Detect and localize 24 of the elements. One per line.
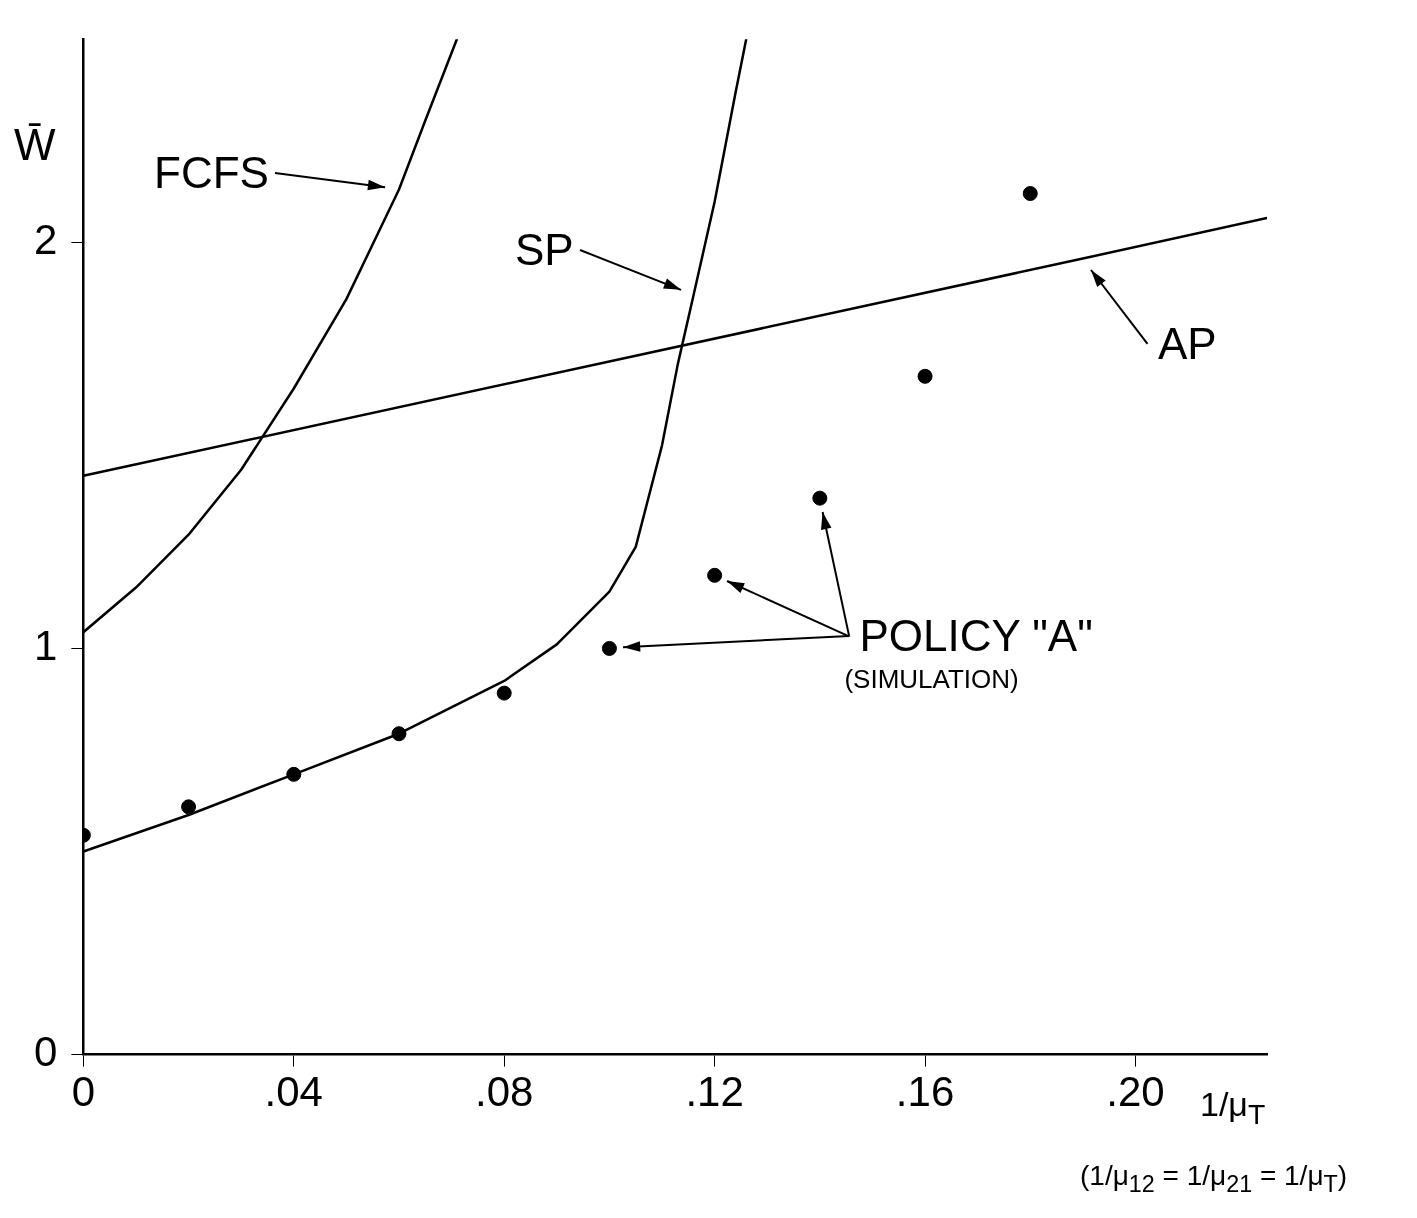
point: [707, 567, 723, 583]
point: [917, 368, 933, 384]
x-tick-label: .04: [264, 1068, 323, 1116]
point: [496, 685, 512, 701]
annotation: AP: [1157, 318, 1217, 368]
x-tick-label: .16: [895, 1068, 955, 1116]
y-axis-title: W̄: [14, 120, 56, 170]
x-tick-label: 0: [71, 1068, 96, 1116]
x-tick-label: .12: [685, 1068, 744, 1116]
annotation: POLICY "A": [859, 611, 1093, 661]
annotation: FCFS: [154, 148, 269, 198]
y-tick-label: 1: [34, 622, 58, 670]
point: [1022, 186, 1038, 202]
annotation: SP: [514, 225, 574, 275]
x-tick-label: .20: [1106, 1068, 1165, 1116]
x-tick-label: .08: [475, 1068, 534, 1116]
text: (1/μ$_{12}$ = 1/μ$_{21}$ = 1/μ$_{T}$): [1080, 1160, 1348, 1198]
annotation: (SIMULATION): [844, 664, 1019, 696]
y-tick-label: 0: [34, 1028, 58, 1076]
point: [181, 799, 197, 815]
y-tick-label: 2: [34, 215, 58, 263]
x-axis-title: 1/μ$_{T}$: [1200, 1085, 1266, 1131]
point: [812, 490, 828, 506]
point: [601, 640, 617, 656]
